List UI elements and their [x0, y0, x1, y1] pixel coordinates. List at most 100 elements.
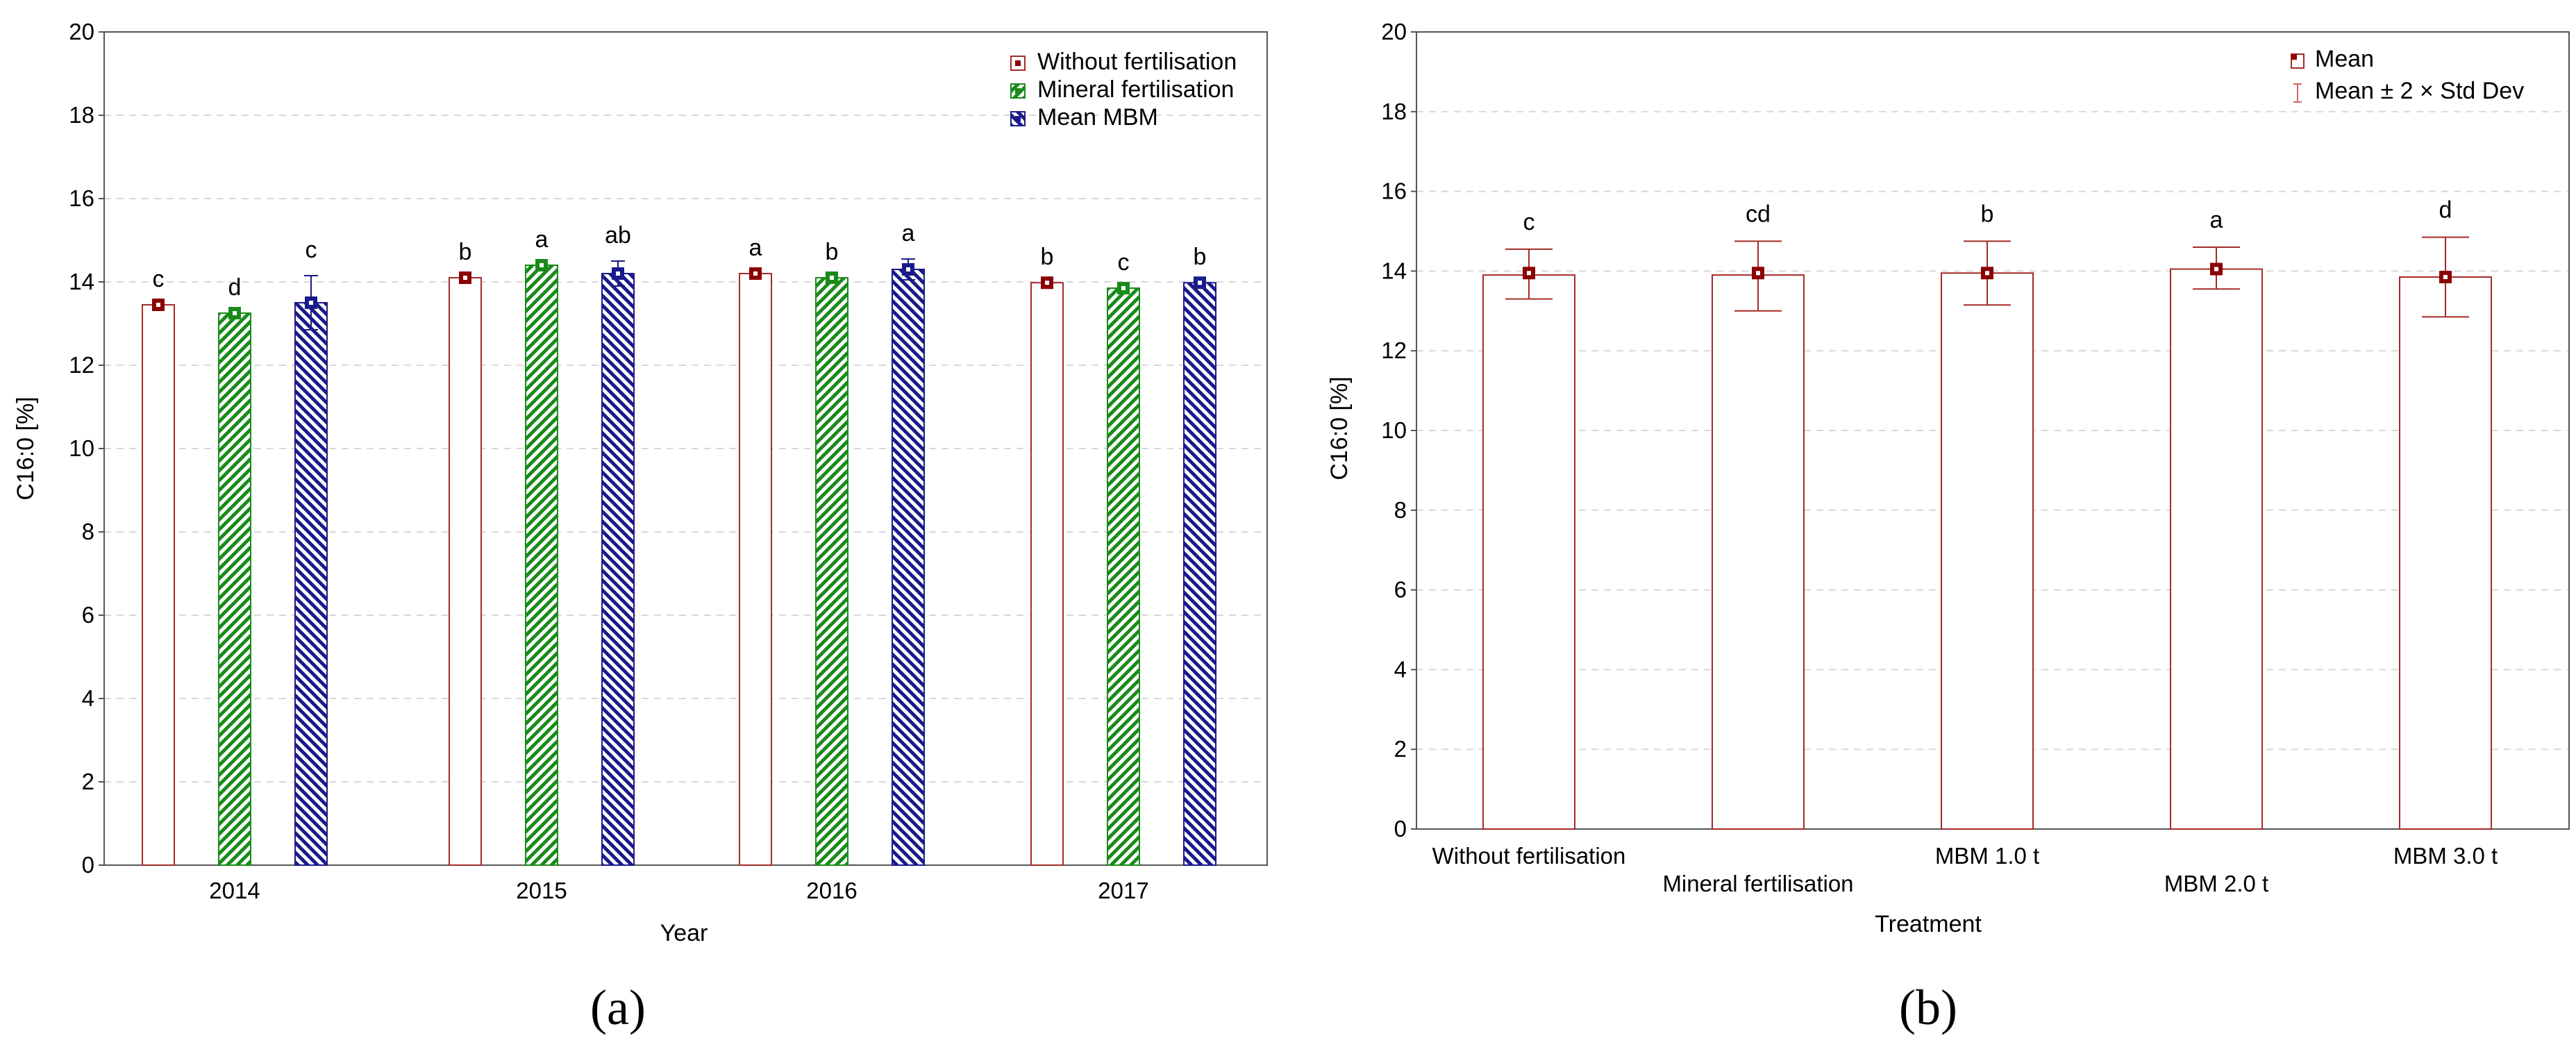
significance-letter: a — [749, 235, 762, 261]
mean-marker-center — [1045, 281, 1049, 285]
significance-letter: b — [826, 239, 839, 265]
y-axis-label: C16:0 [%] — [1326, 376, 1353, 480]
legend-marker-mean — [2291, 54, 2297, 60]
bar-mbm — [601, 273, 635, 866]
x-tick-label: MBM 1.0 t — [1935, 843, 2039, 869]
y-tick-label: 0 — [82, 852, 94, 878]
x-tick-label: 2014 — [209, 878, 260, 903]
bar — [1712, 274, 1805, 830]
y-tick-label: 12 — [1381, 337, 1407, 363]
mean-marker-center — [753, 271, 758, 276]
mean-marker-center — [2214, 267, 2218, 271]
bar-mbm — [892, 269, 925, 866]
significance-letter: a — [2210, 207, 2223, 233]
bar-mineral — [525, 265, 558, 866]
y-tick-label: 4 — [1394, 656, 1407, 682]
panel-label-b: (b) — [1899, 980, 1957, 1035]
y-tick-label: 16 — [69, 185, 94, 211]
x-tick-label: MBM 2.0 t — [2164, 871, 2268, 896]
bar — [1941, 272, 2034, 830]
x-tick-label: 2016 — [806, 878, 857, 903]
legend: Without fertilisation Mineral fertilisat… — [1010, 49, 1237, 131]
bar-without — [1030, 282, 1064, 866]
bar-mineral — [218, 312, 251, 866]
x-tick-label: Mineral fertilisation — [1662, 871, 1853, 896]
mean-marker-center — [233, 311, 237, 315]
y-tick-label: 14 — [1381, 258, 1407, 283]
x-axis-ticks: Without fertilisation Mineral fertilisati… — [1432, 843, 2498, 896]
legend-marker-mbm — [1015, 116, 1021, 122]
mean-marker-center — [2443, 275, 2448, 280]
significance-letter: b — [1981, 201, 1994, 227]
panel-label-a: (a) — [590, 980, 646, 1035]
mean-marker-center — [1198, 281, 1202, 285]
mean-marker-center — [1121, 286, 1126, 290]
bars: c cd b a d — [1482, 197, 2492, 830]
significance-letter: d — [2439, 197, 2452, 224]
y-tick-label: 10 — [1381, 417, 1407, 443]
x-tick-label: 2015 — [516, 878, 567, 903]
legend-label-without: Without fertilisation — [1037, 49, 1237, 75]
y-tick-label: 2 — [1394, 736, 1407, 762]
legend-label-mineral: Mineral fertilisation — [1037, 76, 1234, 103]
significance-letter: b — [459, 239, 472, 265]
legend-marker-without — [1015, 60, 1021, 66]
y-tick-label: 0 — [1394, 816, 1407, 842]
mean-marker-center — [156, 303, 160, 307]
x-tick-label: MBM 3.0 t — [2393, 843, 2498, 869]
mean-marker-center — [1527, 271, 1531, 276]
legend-errorbar-icon — [2293, 83, 2302, 103]
bar-mbm — [294, 302, 328, 866]
bars: c dc b a ab a bab c b — [142, 220, 1216, 866]
x-tick-label: 2017 — [1098, 878, 1148, 903]
mean-marker-center — [1756, 271, 1760, 276]
y-axis-ticks: 0 2 4 6 8 10 12 14 16 18 20 — [1381, 19, 1416, 842]
y-tick-label: 18 — [1381, 99, 1407, 124]
mean-marker-center — [1985, 271, 1989, 276]
y-tick-label: 10 — [69, 435, 94, 461]
bar-without — [142, 304, 175, 866]
significance-letter: a — [902, 220, 915, 246]
gridlines — [104, 115, 1267, 783]
bar-without — [449, 277, 482, 866]
significance-letter: ab — [605, 222, 631, 249]
legend-label-mbm: Mean MBM — [1037, 104, 1158, 131]
bar — [2170, 268, 2263, 830]
legend-marker-mineral — [1015, 88, 1021, 94]
significance-letter: c — [1523, 209, 1535, 235]
significance-letter: c — [153, 266, 165, 292]
x-axis-ticks: 2014 2015 2016 2017 — [209, 878, 1148, 903]
y-tick-label: 8 — [1394, 497, 1407, 523]
y-tick-label: 2 — [82, 769, 94, 794]
mean-marker-center — [540, 263, 544, 267]
legend-label-errorbar: Mean ± 2 × Std Dev — [2315, 78, 2524, 104]
y-tick-label: 4 — [82, 685, 94, 711]
mean-marker-center — [906, 267, 910, 271]
y-axis-label: C16:0 [%] — [12, 396, 39, 500]
significance-letter: d — [228, 274, 242, 301]
y-tick-label: 18 — [69, 102, 94, 128]
y-tick-label: 20 — [1381, 19, 1407, 44]
bar — [2399, 276, 2492, 830]
x-tick-label: Without fertilisation — [1432, 843, 1626, 869]
mean-marker-center — [463, 276, 467, 280]
significance-letter: c — [1118, 249, 1130, 276]
mean-marker-center — [616, 271, 620, 276]
mean-marker-center — [830, 276, 834, 280]
bar-without — [739, 273, 772, 866]
y-tick-label: 6 — [1394, 577, 1407, 603]
bar-mbm — [1183, 282, 1216, 866]
y-axis-ticks: 0 2 4 6 8 10 12 14 16 18 20 — [69, 19, 104, 878]
bar-mineral — [1107, 287, 1140, 866]
significance-letter: a — [535, 226, 549, 253]
y-tick-label: 6 — [82, 602, 94, 628]
x-axis-label: Year — [660, 920, 708, 946]
significance-letter: cd — [1746, 201, 1771, 227]
y-tick-label: 14 — [69, 269, 94, 294]
significance-letter: c — [306, 237, 317, 263]
bar-mineral — [815, 277, 848, 866]
chart-panel-b: 0 2 4 6 8 10 12 14 16 18 20 c cd b a d Without fertili… — [1326, 19, 2570, 1035]
significance-letter: b — [1041, 244, 1054, 270]
